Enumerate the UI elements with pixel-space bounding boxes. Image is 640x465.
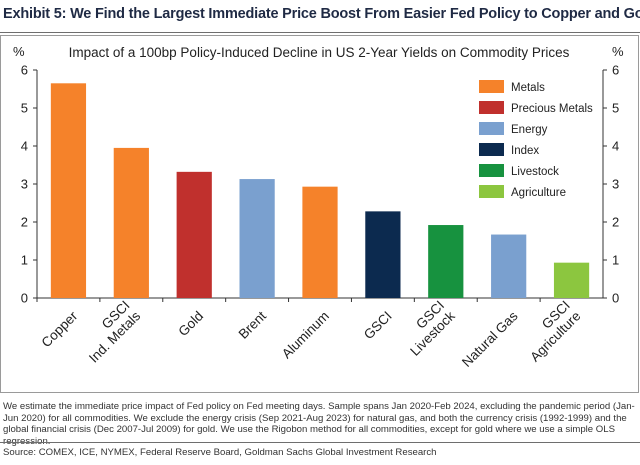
y-tick-label-right: 4 [612,139,619,154]
legend-label: Precious Metals [511,103,593,115]
y-tick-label-right: 6 [612,63,619,78]
x-tick-label-line: GSCI [361,308,395,342]
bars [50,83,590,298]
footnote: We estimate the immediate price impact o… [3,401,635,447]
y-axis-label-right: % [612,44,624,59]
y-tick-label-left: 1 [21,253,28,268]
y-tick-label-left: 6 [21,63,28,78]
x-tick-label: Gold [175,308,206,339]
y-tick-label-left: 2 [21,215,28,230]
legend-label: Index [511,145,539,157]
x-tick-label-line: Brent [236,308,270,342]
x-tick-label-line: Aluminum [279,308,332,361]
chart-frame: Impact of a 100bp Policy-Induced Decline… [0,35,639,393]
bar [428,225,464,298]
y-tick-label-right: 3 [612,177,619,192]
legend-swatch [479,80,504,93]
x-tick-label: Aluminum [279,308,332,361]
bar [491,234,527,298]
x-tick-label: GSCI [361,308,395,342]
x-tick-label-line: Copper [38,308,80,350]
legend-swatch [479,101,504,114]
legend-label: Metals [511,82,545,94]
bar [302,186,338,298]
bar [176,171,212,298]
bar [50,83,87,298]
chart-title: Impact of a 100bp Policy-Induced Decline… [69,45,570,60]
bar [365,211,401,298]
bar [113,147,149,298]
x-tick-label-line: Natural Gas [459,308,521,370]
source-divider [0,442,640,443]
exhibit-title: Exhibit 5: We Find the Largest Immediate… [3,6,640,22]
legend-swatch [479,143,504,156]
x-tick-label: Copper [38,308,80,350]
y-tick-label-left: 4 [21,139,28,154]
x-tick-label: Natural Gas [459,308,521,370]
legend-label: Livestock [511,166,559,178]
title-divider [0,32,640,33]
bar [239,179,275,298]
legend-label: Energy [511,124,548,136]
legend: Metals Precious Metals Energy Index Livestoc… [479,80,593,199]
bar-chart: Impact of a 100bp Policy-Induced Decline… [13,44,624,370]
bar [553,262,590,298]
legend-swatch [479,164,504,177]
legend-swatch [479,122,504,135]
y-tick-label-left: 3 [21,177,28,192]
y-tick-label-right: 2 [612,215,619,230]
x-tick-label: Brent [236,308,270,342]
y-tick-label-right: 1 [612,253,619,268]
y-axis-label-left: % [13,44,25,59]
legend-label: Agriculture [511,187,566,199]
x-tick-label-line: Gold [175,308,206,339]
y-tick-label-right: 5 [612,101,619,116]
y-tick-label-left: 0 [21,291,28,306]
y-tick-label-left: 5 [21,101,28,116]
y-tick-label-right: 0 [612,291,619,306]
source-note: Source: COMEX, ICE, NYMEX, Federal Reser… [3,447,437,458]
legend-swatch [479,185,504,198]
